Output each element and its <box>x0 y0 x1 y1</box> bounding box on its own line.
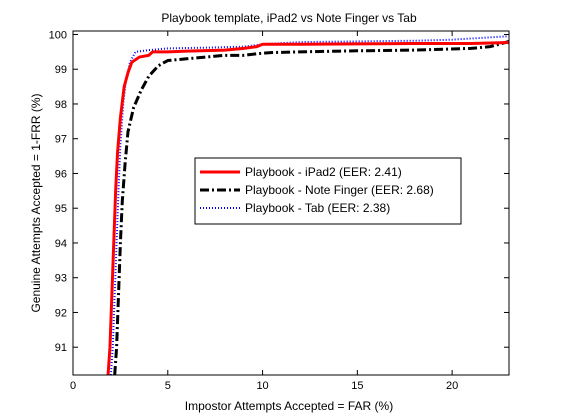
y-tick-label-2: 93 <box>55 273 67 285</box>
x-tick-label-0: 0 <box>70 380 76 392</box>
y-tick-label-9: 100 <box>49 29 67 41</box>
series-line-ipad2 <box>106 40 509 375</box>
y-axis: 91 92 93 94 95 96 97 98 99 100 <box>49 29 509 354</box>
x-tick-label-4: 20 <box>446 380 458 392</box>
series-line-tab <box>109 35 509 375</box>
y-tick-label-6: 97 <box>55 134 67 146</box>
y-tick-label-8: 99 <box>55 64 67 76</box>
legend-label-ipad2: Playbook - iPad2 (EER: 2.41) <box>245 165 402 179</box>
legend: Playbook - iPad2 (EER: 2.41) Playbook - … <box>194 157 462 225</box>
legend-label-tab: Playbook - Tab (EER: 2.38) <box>245 201 390 215</box>
series-line-note-finger <box>113 39 509 375</box>
y-tick-label-4: 95 <box>55 203 67 215</box>
legend-label-note-finger: Playbook - Note Finger (EER: 2.68) <box>245 183 434 197</box>
chart-title: Playbook template, iPad2 vs Note Finger … <box>161 11 417 25</box>
x-tick-label-2: 10 <box>256 380 268 392</box>
plot-area-border <box>72 30 510 376</box>
y-tick-label-3: 94 <box>55 238 67 250</box>
y-tick-label-0: 91 <box>55 342 67 354</box>
x-axis-title: Impostor Attempts Accepted = FAR (%) <box>185 399 393 413</box>
x-axis: 0 5 10 15 20 <box>70 31 458 392</box>
y-tick-label-7: 98 <box>55 99 67 111</box>
y-tick-label-5: 96 <box>55 168 67 180</box>
series-layer <box>106 35 509 375</box>
y-tick-label-1: 92 <box>55 307 67 319</box>
x-tick-label-3: 15 <box>351 380 363 392</box>
y-axis-title: Genuine Attempts Accepted = 1-FRR (%) <box>29 93 43 312</box>
x-tick-label-1: 5 <box>165 380 171 392</box>
